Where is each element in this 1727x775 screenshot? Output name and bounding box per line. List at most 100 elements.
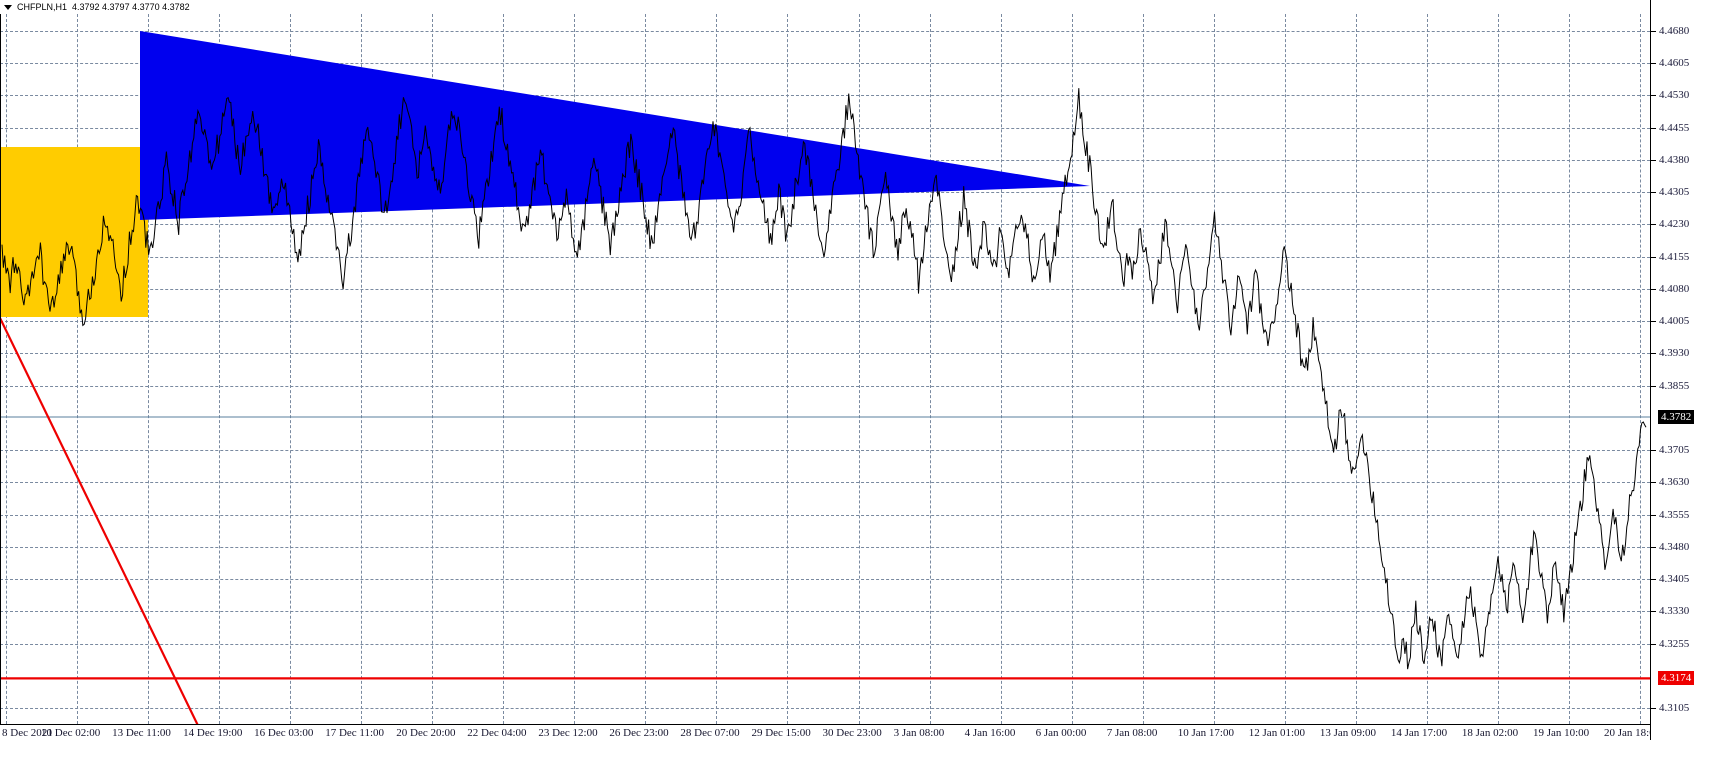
- price-tick-label: 4.3555: [1659, 508, 1690, 521]
- vertical-gridline: [219, 14, 221, 724]
- plot-bottom-border: [0, 724, 1651, 725]
- price-line: [1, 88, 1647, 670]
- time-tick-label: 14 Jan 17:00: [1390, 727, 1448, 739]
- price-tick-label: 4.4005: [1659, 315, 1690, 328]
- vertical-gridline: [1640, 14, 1641, 724]
- time-tick-label: 12 Jan 01:00: [1248, 727, 1306, 739]
- time-tick-label: 10 Dec 02:00: [41, 727, 101, 739]
- vertical-gridline: [77, 14, 79, 724]
- time-tick-label: 17 Dec 11:00: [325, 727, 385, 739]
- time-tick-label: 3 Jan 08:00: [893, 727, 945, 739]
- price-tick: [1650, 256, 1656, 258]
- vertical-gridline: [574, 14, 576, 724]
- time-tick-label: 18 Jan 02:00: [1461, 727, 1519, 739]
- horizontal-gridline: [0, 288, 1650, 290]
- caret-down-icon[interactable]: [4, 4, 12, 10]
- horizontal-gridline: [0, 385, 1650, 387]
- time-tick-label: 13 Jan 09:00: [1319, 727, 1377, 739]
- level-lines-layer: [0, 14, 1650, 724]
- horizontal-gridline: [0, 95, 1650, 97]
- price-tick-label: 4.3930: [1659, 347, 1690, 360]
- support-price-badge[interactable]: 4.3174: [1658, 671, 1695, 686]
- horizontal-gridline: [0, 450, 1650, 452]
- price-tick: [1650, 579, 1656, 581]
- horizontal-gridline: [0, 224, 1650, 226]
- time-tick-label: 20 Jan 18:00: [1604, 727, 1661, 739]
- price-tick-label: 4.3405: [1659, 573, 1690, 586]
- time-tick-label: 4 Jan 16:00: [964, 727, 1016, 739]
- price-tick: [1650, 288, 1656, 290]
- price-tick: [1650, 514, 1656, 516]
- horizontal-gridline: [0, 31, 1650, 32]
- symbol-label: CHFPLN,H1: [17, 2, 68, 12]
- price-tick: [1650, 708, 1656, 709]
- price-tick-label: 4.3330: [1659, 605, 1690, 618]
- price-tick: [1650, 611, 1656, 613]
- vertical-gridline: [645, 14, 647, 724]
- vertical-gridline: [929, 14, 931, 724]
- symbol-bar: CHFPLN,H1 4.3792 4.3797 4.3770 4.3782: [0, 0, 1727, 14]
- horizontal-gridline: [0, 63, 1650, 65]
- time-tick-label: 19 Jan 10:00: [1532, 727, 1590, 739]
- vertical-gridline: [1284, 14, 1286, 724]
- vertical-gridline: [858, 14, 860, 724]
- price-tick-label: 4.3855: [1659, 379, 1690, 392]
- horizontal-gridline: [0, 579, 1650, 581]
- vertical-gridline: [148, 14, 150, 724]
- time-tick-label: 26 Dec 23:00: [609, 727, 669, 739]
- time-tick-label: 22 Dec 04:00: [467, 727, 527, 739]
- price-tick-label: 4.3105: [1659, 702, 1690, 714]
- plot-area[interactable]: [0, 14, 1650, 724]
- vertical-gridline: [361, 14, 363, 724]
- time-tick-label: 7 Jan 08:00: [1106, 727, 1158, 739]
- vertical-gridline: [1355, 14, 1357, 724]
- price-tick: [1650, 31, 1656, 32]
- time-tick-label: 28 Dec 07:00: [680, 727, 740, 739]
- horizontal-gridline: [0, 353, 1650, 355]
- vertical-gridline: [1426, 14, 1428, 724]
- time-tick-label: 14 Dec 19:00: [183, 727, 243, 739]
- current-price-badge[interactable]: 4.3782: [1658, 409, 1695, 424]
- vertical-gridline: [1071, 14, 1073, 724]
- vertical-gridline: [1568, 14, 1570, 724]
- ohlc-values: 4.3792 4.3797 4.3770 4.3782: [72, 2, 190, 12]
- price-tick-label: 4.3630: [1659, 476, 1690, 489]
- plot-left-border: [0, 14, 1, 724]
- price-tick: [1650, 385, 1656, 387]
- time-axis[interactable]: 8 Dec 2021 10 Dec 02:00 13 Dec 11:00 14 Dec…: [0, 727, 1727, 757]
- price-tick-label: 4.4605: [1659, 57, 1690, 70]
- price-tick: [1650, 450, 1656, 452]
- time-tick-label: 30 Dec 23:00: [822, 727, 882, 739]
- time-tick-label: 16 Dec 03:00: [254, 727, 314, 739]
- price-tick: [1650, 546, 1656, 548]
- horizontal-gridline: [0, 127, 1650, 129]
- price-tick: [1650, 321, 1656, 323]
- price-tick: [1650, 643, 1656, 645]
- horizontal-gridline: [0, 482, 1650, 484]
- time-tick-label: 10 Jan 17:00: [1177, 727, 1234, 739]
- price-series-layer: [0, 14, 1650, 724]
- time-tick-label: 23 Dec 12:00: [538, 727, 598, 739]
- horizontal-gridline: [0, 321, 1650, 323]
- price-axis[interactable]: 4.4680 4.4605 4.4530 4.4455 4.4380 4.4305 4.42…: [1650, 0, 1727, 740]
- vertical-gridline: [432, 14, 434, 724]
- horizontal-gridline: [0, 708, 1650, 709]
- price-tick: [1650, 95, 1656, 97]
- price-tick: [1650, 159, 1656, 161]
- price-tick: [1650, 127, 1656, 129]
- vertical-gridline: [6, 14, 7, 724]
- price-tick-label: 4.4230: [1659, 218, 1690, 231]
- vertical-gridline: [1497, 14, 1499, 724]
- time-tick-label: 6 Jan 00:00: [1035, 727, 1087, 739]
- horizontal-gridline: [0, 643, 1650, 645]
- time-tick-label: 29 Dec 15:00: [751, 727, 811, 739]
- price-tick: [1650, 224, 1656, 226]
- price-tick: [1650, 192, 1656, 194]
- vertical-gridline: [290, 14, 292, 724]
- descending-trendline[interactable]: [0, 317, 205, 724]
- price-tick: [1650, 482, 1656, 484]
- price-line-chart: [1, 88, 1647, 670]
- price-tick-label: 4.4530: [1659, 89, 1690, 102]
- price-tick-label: 4.4380: [1659, 153, 1690, 166]
- price-tick-label: 4.3705: [1659, 444, 1690, 457]
